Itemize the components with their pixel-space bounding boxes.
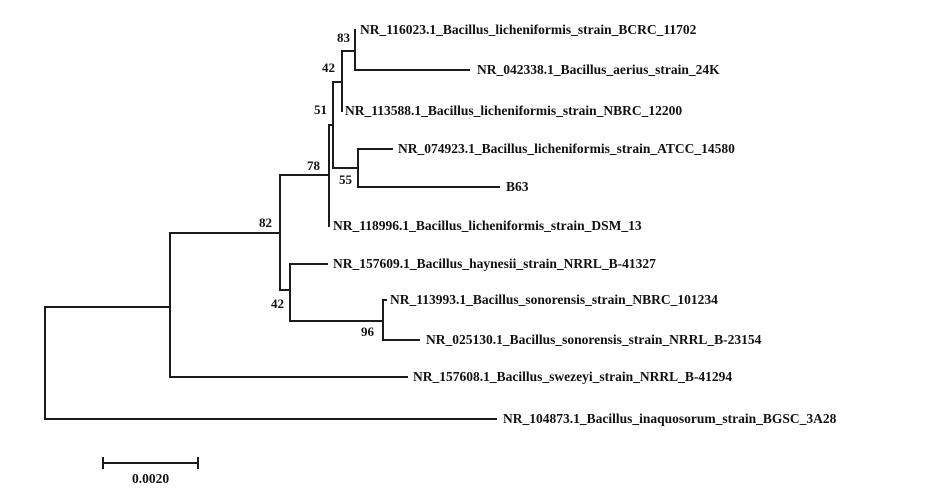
taxon-label: NR_042338.1_Bacillus_aerius_strain_24K xyxy=(477,62,720,77)
bootstrap-value: 82 xyxy=(259,215,272,230)
tree-branch-horizontal xyxy=(329,124,333,126)
taxon-label: NR_104873.1_Bacillus_inaquosorum_strain_… xyxy=(503,411,837,426)
tree-branch-vertical xyxy=(332,81,334,169)
tree-branch-horizontal xyxy=(290,320,383,322)
scale-bar-line xyxy=(103,462,198,464)
tree-branch-vertical xyxy=(44,306,46,420)
tree-branch-vertical xyxy=(169,232,171,378)
bootstrap-value: 78 xyxy=(307,158,320,173)
tree-branch-horizontal xyxy=(358,148,393,150)
tree-branch-vertical xyxy=(279,174,281,291)
scale-bar-label: 0.0020 xyxy=(131,471,170,486)
tree-branch-vertical xyxy=(357,148,359,188)
taxon-label: NR_118996.1_Bacillus_licheniformis_strai… xyxy=(333,218,642,233)
tree-branch-vertical xyxy=(354,29,356,71)
taxon-label: NR_025130.1_Bacillus_sonorensis_strain_N… xyxy=(426,332,762,347)
taxon-label: NR_113588.1_Bacillus_licheniformis_strai… xyxy=(345,103,683,118)
bootstrap-value: 96 xyxy=(361,324,374,339)
bootstrap-value: 83 xyxy=(337,30,350,45)
bootstrap-value: 51 xyxy=(314,102,327,117)
taxon-label: NR_116023.1_Bacillus_licheniformis_strai… xyxy=(360,22,697,37)
tree-branch-horizontal xyxy=(383,299,387,301)
taxon-label: NR_157609.1_Bacillus_haynesii_strain_NRR… xyxy=(333,256,656,271)
tree-branch-horizontal xyxy=(355,69,470,71)
taxon-label: NR_074923.1_Bacillus_licheniformis_strai… xyxy=(398,141,735,156)
tree-branch-horizontal xyxy=(358,186,500,188)
bootstrap-value: 55 xyxy=(339,172,352,187)
taxon-label: NR_113993.1_Bacillus_sonorensis_strain_N… xyxy=(390,292,718,307)
tree-branch-horizontal xyxy=(342,50,355,52)
tree-branch-vertical xyxy=(328,124,330,227)
tree-branch-horizontal xyxy=(333,167,358,169)
tree-branch-horizontal xyxy=(333,81,342,83)
scale-bar-left-tick xyxy=(102,457,104,469)
tree-branch-horizontal xyxy=(45,418,497,420)
tree-branch-horizontal xyxy=(280,289,290,291)
tree-branch-horizontal xyxy=(170,232,280,234)
bootstrap-value: 42 xyxy=(271,296,284,311)
tree-branch-horizontal xyxy=(170,376,408,378)
taxon-label: NR_157608.1_Bacillus_swezeyi_strain_NRRL… xyxy=(413,369,733,384)
tree-branch-horizontal xyxy=(383,339,420,341)
scale-bar-right-tick xyxy=(197,457,199,469)
tree-branch-vertical xyxy=(341,50,343,112)
tree-branch-horizontal xyxy=(45,306,170,308)
tree-branch-vertical xyxy=(289,263,291,322)
tree-branch-horizontal xyxy=(290,263,328,265)
tree-branch-vertical xyxy=(382,299,384,341)
taxon-label: B63 xyxy=(506,179,529,194)
tree-branch-horizontal xyxy=(280,174,329,176)
bootstrap-value: 42 xyxy=(322,60,335,75)
